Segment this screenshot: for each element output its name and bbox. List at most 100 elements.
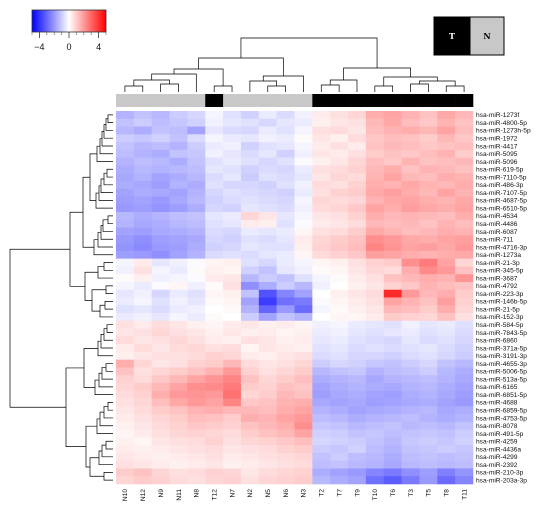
heatmap-cell xyxy=(419,134,438,143)
heatmap-cell xyxy=(383,344,402,353)
heatmap-cell xyxy=(223,468,242,477)
heatmap-cell xyxy=(151,258,170,267)
heatmap-cell xyxy=(348,336,367,345)
row-label: hsa-miR-21-3p xyxy=(476,260,520,267)
heatmap-cell xyxy=(383,359,402,368)
heatmap-cell xyxy=(455,219,474,228)
heatmap-cell xyxy=(330,344,349,353)
column-dendrogram-link xyxy=(267,85,286,92)
heatmap-cell xyxy=(187,157,206,166)
heatmap-cell xyxy=(276,375,295,384)
heatmap-cell xyxy=(187,297,206,306)
heatmap-cell xyxy=(151,165,170,174)
heatmap-cell xyxy=(383,126,402,135)
heatmap-cell xyxy=(116,452,135,461)
heatmap-cell xyxy=(437,421,456,430)
heatmap-cell xyxy=(133,266,152,275)
heatmap-cell xyxy=(258,313,277,322)
heatmap-cell xyxy=(205,188,224,197)
row-dendrogram-link xyxy=(100,178,113,193)
row-label: hsa-miR-3687 xyxy=(476,275,518,282)
heatmap-cell xyxy=(223,297,242,306)
heatmap-cell xyxy=(437,219,456,228)
heatmap-cell xyxy=(258,212,277,221)
heatmap-cell xyxy=(455,398,474,407)
heatmap-cell xyxy=(401,243,420,252)
heatmap-cell xyxy=(258,274,277,283)
row-dendrogram-link xyxy=(105,440,113,450)
heatmap-cell xyxy=(240,452,260,461)
heatmap-cell xyxy=(169,476,188,485)
heatmap-cell xyxy=(294,165,313,174)
heatmap-cell xyxy=(169,173,188,182)
heatmap-cell xyxy=(276,204,295,213)
heatmap-cell xyxy=(401,165,420,174)
heatmap-cell xyxy=(455,344,474,353)
heatmap-cell xyxy=(240,445,260,454)
column-group-cell xyxy=(169,94,188,107)
heatmap-cell xyxy=(365,266,385,275)
color-key-bar xyxy=(31,9,107,33)
heatmap-cell xyxy=(437,398,456,407)
heatmap-cell xyxy=(258,328,277,337)
row-label: hsa-miR-4687-5p xyxy=(476,198,527,205)
heatmap-cell xyxy=(205,320,224,329)
heatmap-cell xyxy=(258,367,277,376)
heatmap-cell xyxy=(330,149,349,158)
heatmap-cell xyxy=(365,212,385,221)
heatmap-cell xyxy=(401,204,420,213)
row-dendrogram-link xyxy=(106,168,113,178)
row-label: hsa-miR-1972 xyxy=(476,136,518,143)
heatmap-cell xyxy=(348,460,367,469)
heatmap-cell xyxy=(330,281,349,291)
heatmap-cell xyxy=(133,344,152,353)
heatmap-cell xyxy=(258,468,277,477)
heatmap-cell xyxy=(223,196,242,205)
heatmap-cell xyxy=(240,328,260,337)
heatmap-cell xyxy=(401,328,420,337)
column-dendrogram-link xyxy=(151,73,197,92)
heatmap-cell xyxy=(401,134,420,143)
heatmap-cell xyxy=(223,414,242,423)
heatmap-cell xyxy=(455,266,474,275)
heatmap-cell xyxy=(330,297,349,306)
heatmap-cell xyxy=(419,421,438,430)
heatmap-cell xyxy=(223,437,242,446)
row-label: hsa-miR-6165 xyxy=(476,384,518,391)
heatmap-cell xyxy=(205,375,224,384)
heatmap-cell xyxy=(365,235,385,244)
heatmap-cell xyxy=(258,452,277,461)
heatmap-cell xyxy=(258,134,277,143)
row-dendrogram-link xyxy=(103,124,113,139)
heatmap-cell xyxy=(240,243,260,252)
heatmap-cell xyxy=(240,289,260,298)
heatmap-cell xyxy=(258,429,277,438)
row-dendrogram-link xyxy=(82,176,94,248)
row-label: hsa-miR-6859-5p xyxy=(476,407,527,414)
column-dendrogram-link xyxy=(124,85,144,92)
heatmap-cell xyxy=(312,165,331,174)
heatmap-cell xyxy=(437,351,456,360)
heatmap-cell xyxy=(330,351,349,360)
column-group-cell xyxy=(437,94,456,107)
heatmap-cell xyxy=(133,173,152,182)
heatmap-cell xyxy=(383,460,402,469)
heatmap-cell xyxy=(437,204,456,213)
heatmap-cell xyxy=(151,359,170,368)
column-group-cell xyxy=(187,94,206,107)
heatmap-cell xyxy=(258,336,277,345)
heatmap-cell xyxy=(294,204,313,213)
heatmap-cell xyxy=(383,445,402,454)
heatmap-cell xyxy=(348,437,367,446)
row-label: hsa-miR-203a-3p xyxy=(476,477,527,484)
heatmap-cell xyxy=(205,204,224,213)
heatmap-cell xyxy=(312,111,331,120)
heatmap-cell xyxy=(133,235,152,244)
heatmap-cell xyxy=(169,344,188,353)
heatmap-cell xyxy=(133,468,152,477)
heatmap-cell xyxy=(294,111,313,120)
row-dendrogram-link xyxy=(103,471,113,481)
heatmap-cell xyxy=(240,437,260,446)
row-label: hsa-miR-3191-3p xyxy=(476,353,527,360)
heatmap-cell xyxy=(294,406,313,415)
